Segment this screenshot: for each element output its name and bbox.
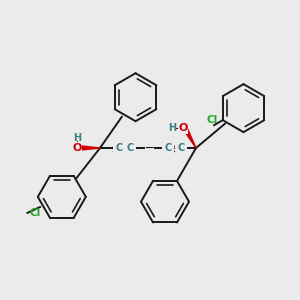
- Polygon shape: [184, 129, 196, 148]
- Text: O: O: [72, 143, 82, 153]
- Polygon shape: [82, 146, 100, 150]
- Text: ─: ─: [145, 142, 153, 154]
- Text: O: O: [178, 123, 188, 133]
- Text: Cl: Cl: [206, 115, 218, 125]
- Text: H: H: [73, 133, 81, 143]
- Text: C: C: [164, 143, 172, 153]
- Text: Cl: Cl: [29, 208, 40, 218]
- Text: C: C: [116, 143, 123, 153]
- Text: H: H: [168, 123, 176, 133]
- Text: C: C: [126, 143, 134, 153]
- Text: C: C: [177, 143, 184, 153]
